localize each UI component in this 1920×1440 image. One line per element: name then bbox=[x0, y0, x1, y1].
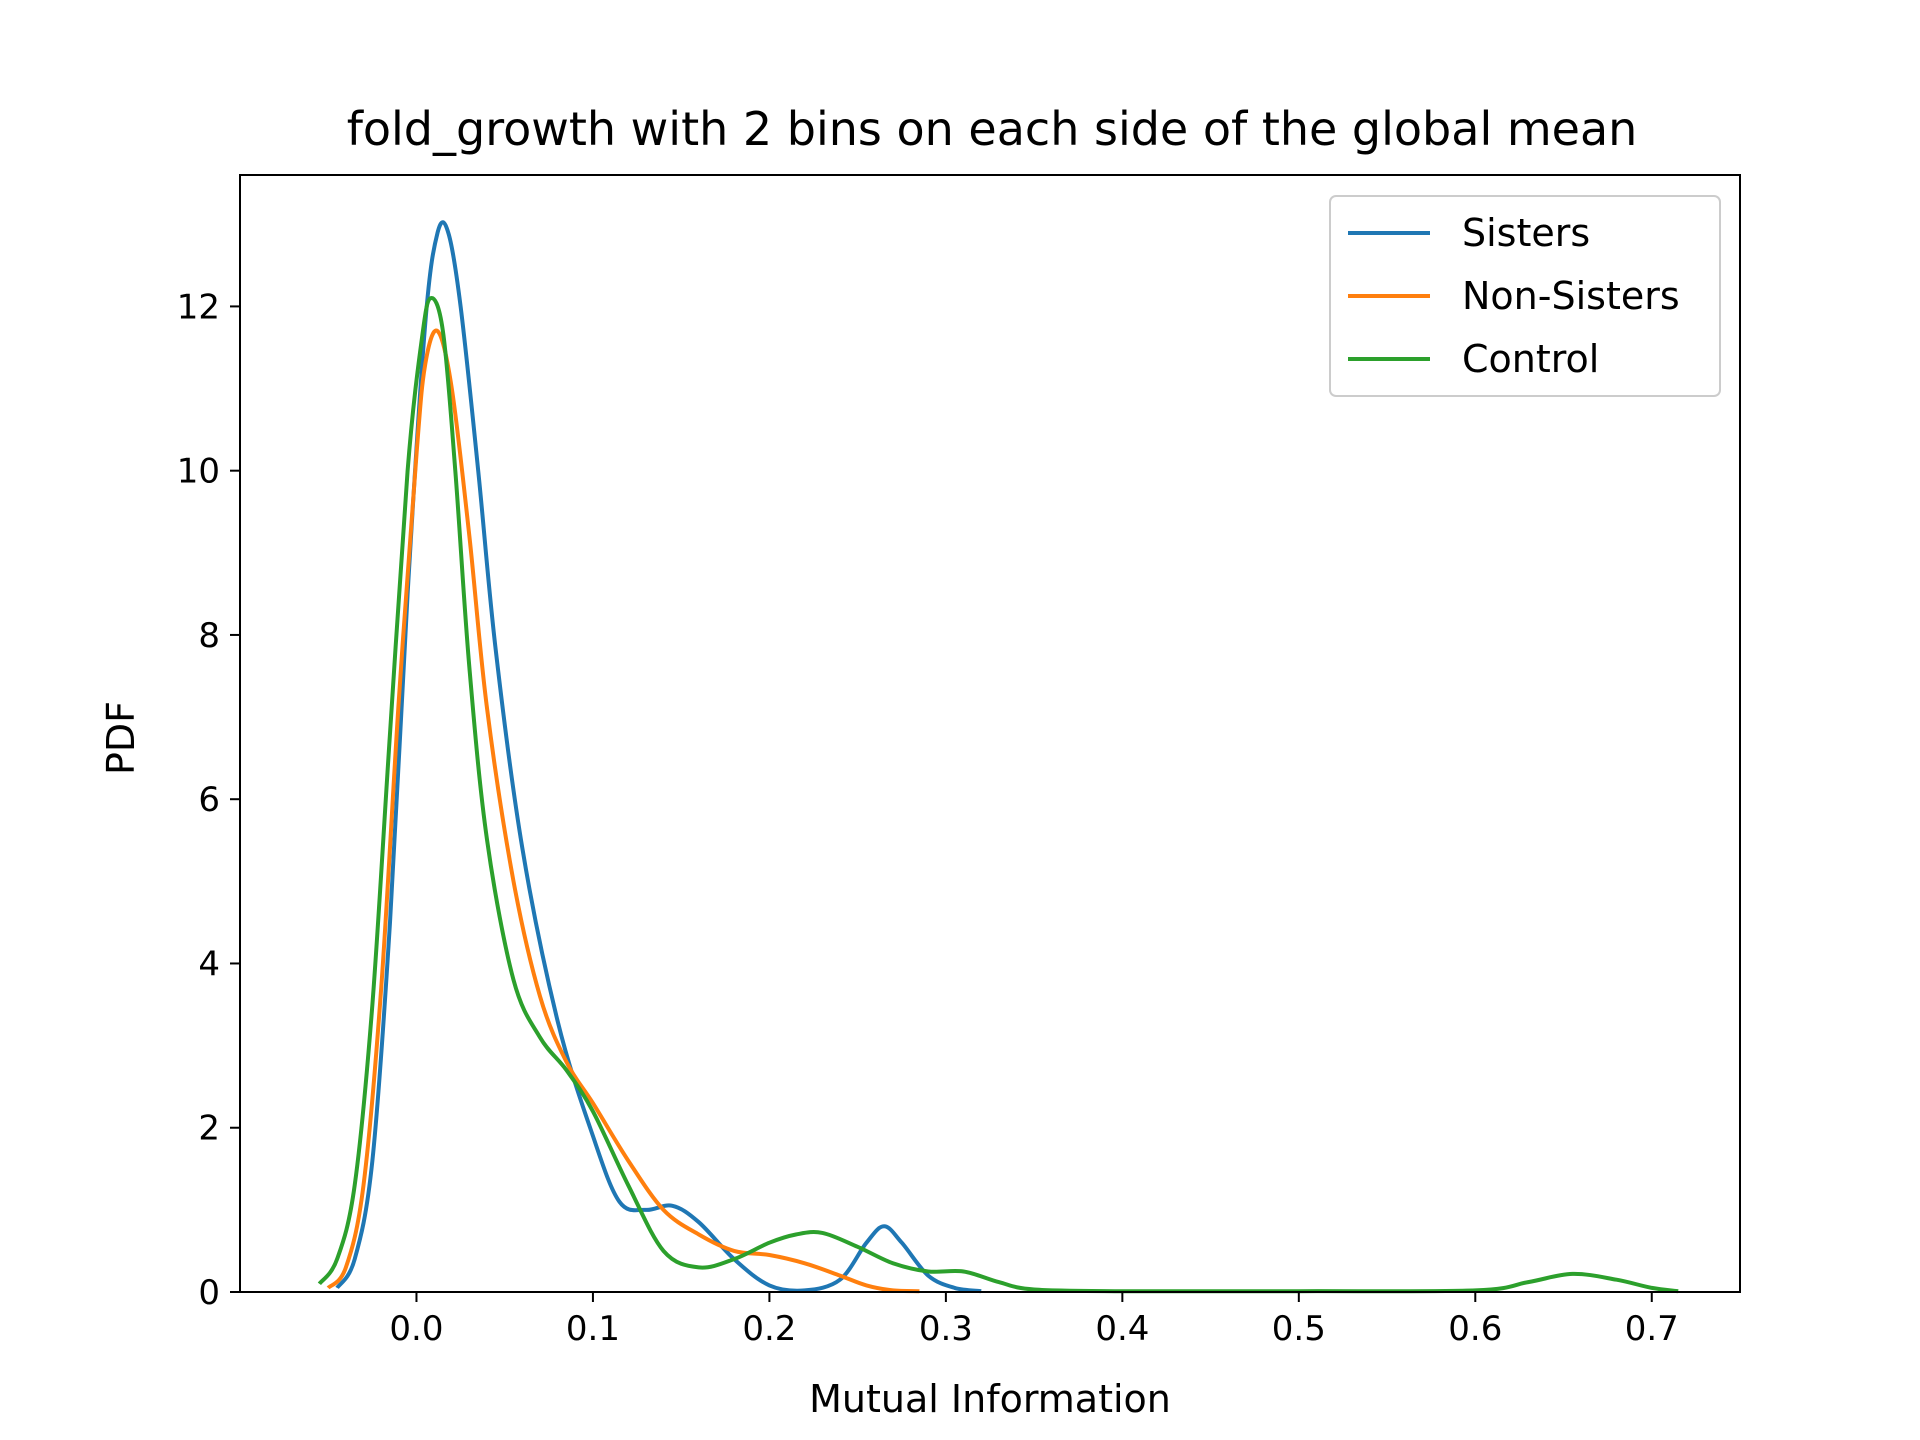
legend-label: Sisters bbox=[1462, 211, 1590, 255]
x-tick-label: 0.5 bbox=[1272, 1309, 1326, 1349]
plot-frame bbox=[239, 174, 1741, 1293]
x-tick-label: 0.6 bbox=[1448, 1309, 1502, 1349]
y-axis-title: PDF bbox=[99, 701, 143, 775]
y-tick-label: 2 bbox=[198, 1109, 220, 1149]
chart-title: fold_growth with 2 bins on each side of … bbox=[347, 102, 1638, 156]
legend-label: Non-Sisters bbox=[1462, 274, 1680, 318]
y-tick-label: 0 bbox=[198, 1273, 220, 1313]
x-tick-label: 0.1 bbox=[566, 1309, 620, 1349]
series-line-non-sisters bbox=[326, 328, 920, 1294]
y-tick-label: 12 bbox=[177, 287, 220, 327]
x-tick-label: 0.7 bbox=[1625, 1309, 1679, 1349]
y-tick-label: 6 bbox=[198, 780, 220, 820]
x-tick-label: 0.3 bbox=[919, 1309, 973, 1349]
x-axis-title: Mutual Information bbox=[809, 1377, 1171, 1421]
legend-box bbox=[1329, 195, 1721, 397]
x-tick-label: 0.2 bbox=[742, 1309, 796, 1349]
y-tick-label: 4 bbox=[198, 944, 220, 984]
legend: Sisters Non-Sisters Control bbox=[1329, 195, 1721, 397]
x-tick-label: 0.0 bbox=[389, 1309, 443, 1349]
y-tick-label: 8 bbox=[198, 616, 220, 656]
series-line-sisters bbox=[335, 220, 982, 1294]
legend-label: Control bbox=[1462, 337, 1599, 381]
x-axis: 0.0 0.1 0.2 0.3 0.4 0.5 0.6 0.7 bbox=[389, 1292, 1679, 1349]
y-axis: 0 2 4 6 8 10 12 bbox=[177, 287, 240, 1313]
x-tick-label: 0.4 bbox=[1095, 1309, 1149, 1349]
y-tick-label: 10 bbox=[177, 452, 220, 492]
